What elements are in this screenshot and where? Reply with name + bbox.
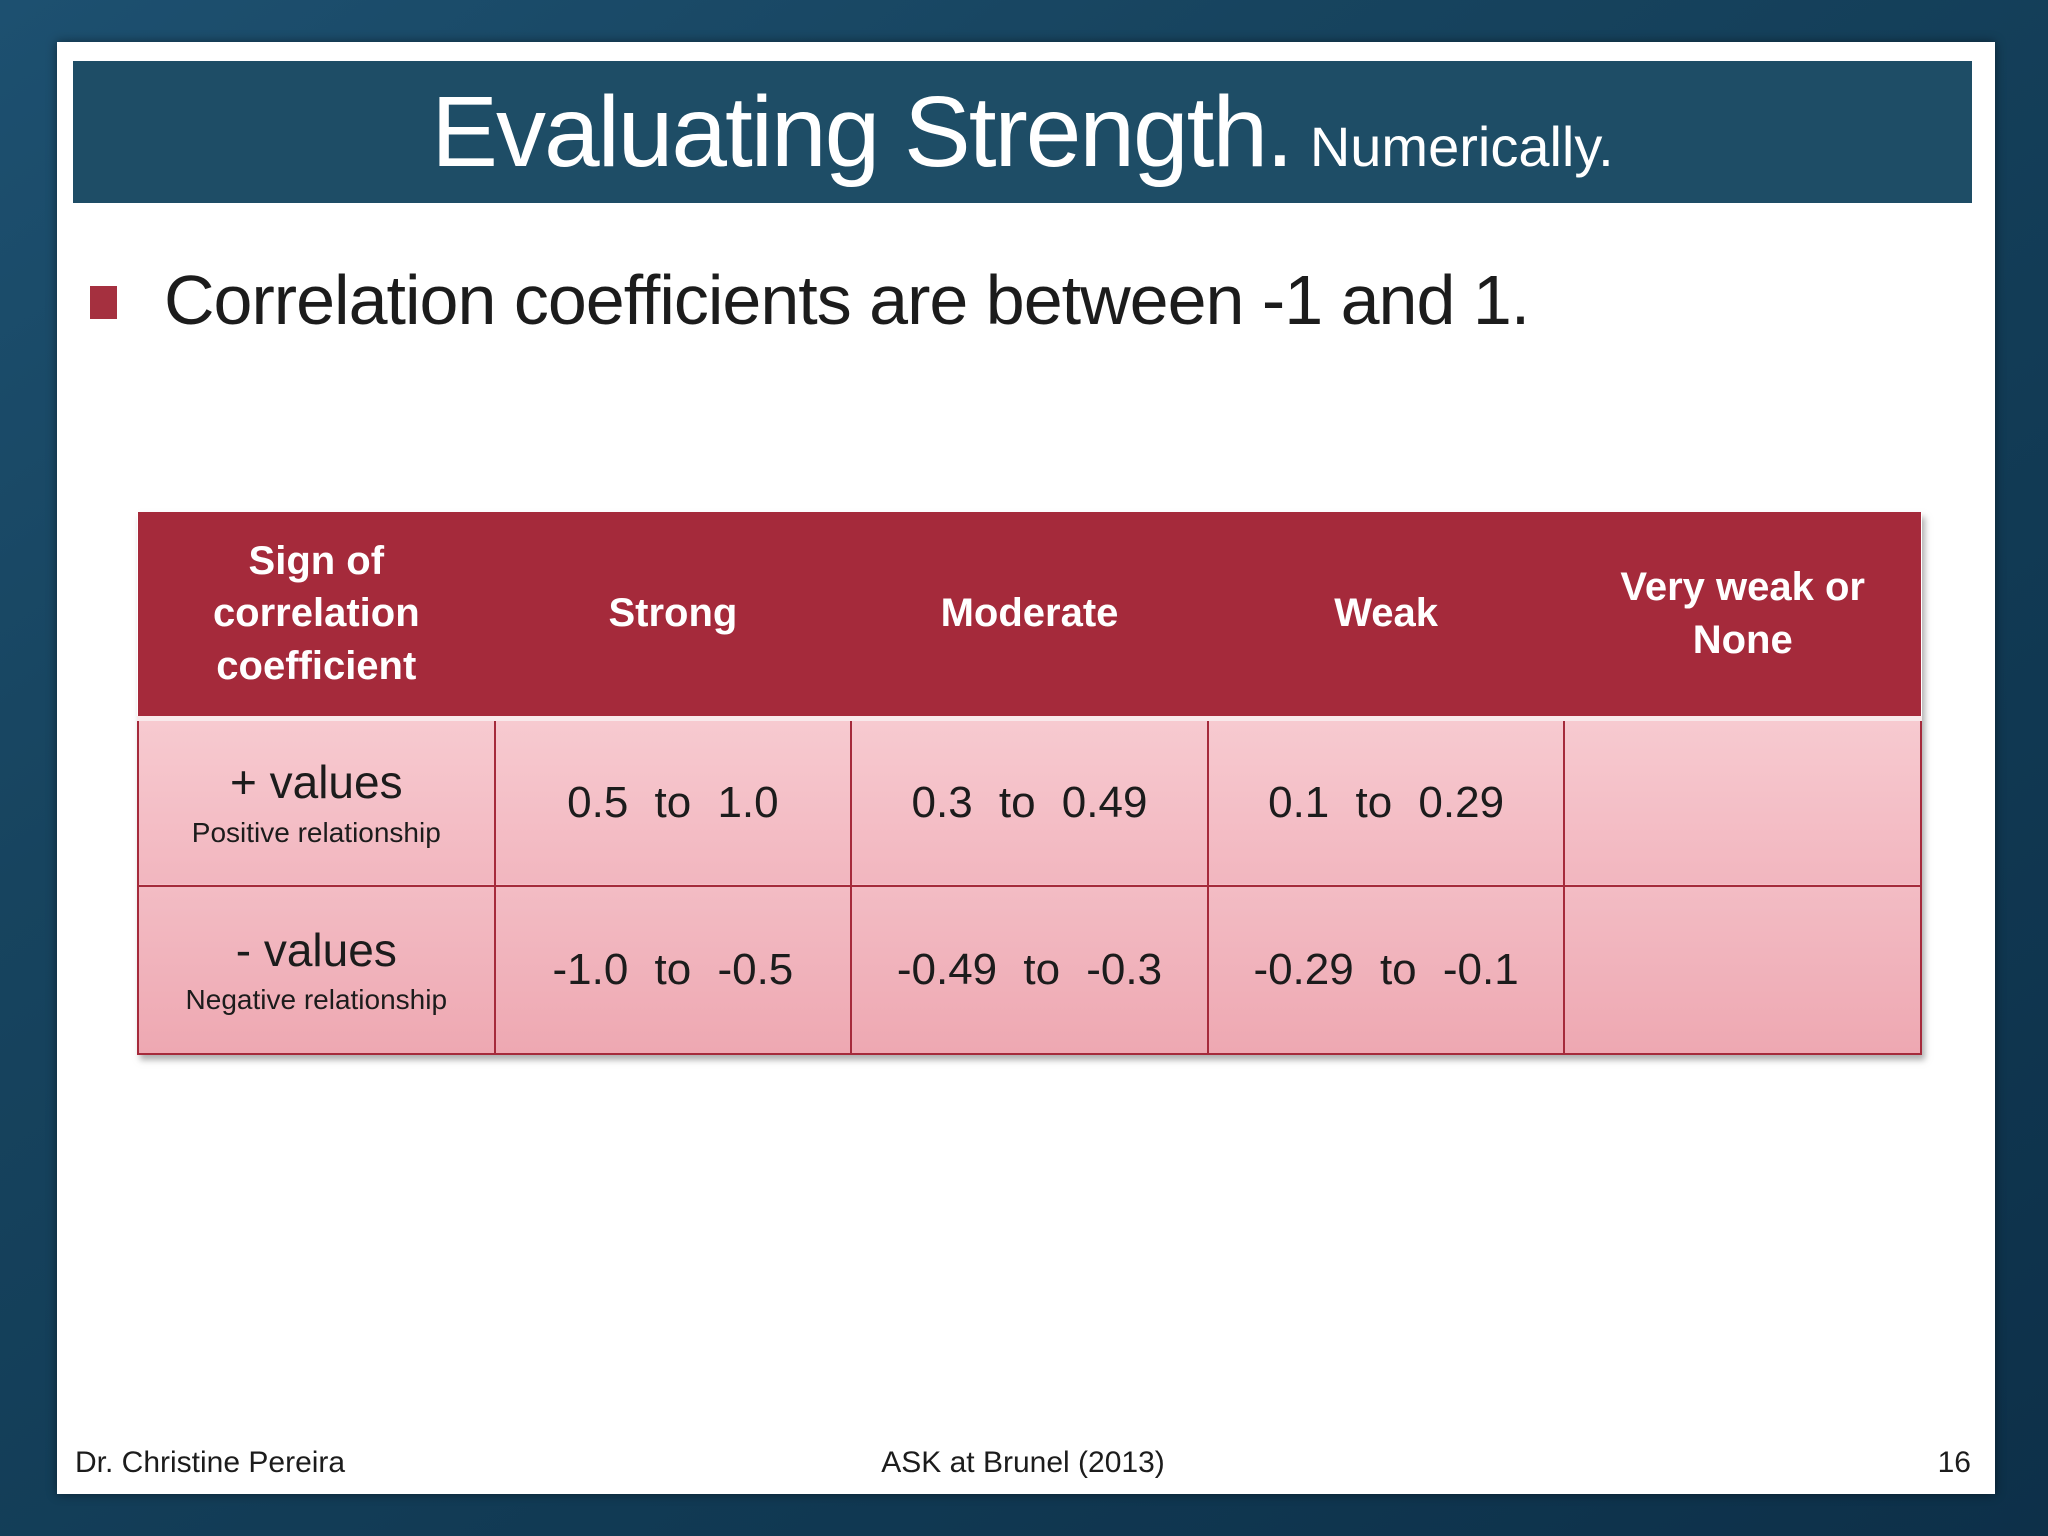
footer-author: Dr. Christine Pereira <box>75 1446 346 1479</box>
cell-positive-label: + values Positive relationship <box>137 717 496 887</box>
negative-strong-range: -1.0 to -0.5 <box>552 945 794 994</box>
header-sign-of-coefficient: Sign of correlation coefficient <box>138 512 495 721</box>
negative-relationship-label: Negative relationship <box>185 984 448 1016</box>
cell-positive-strong: 0.5 to 1.0 <box>493 717 853 887</box>
bullet-square-icon <box>90 286 117 319</box>
header-weak: Weak <box>1207 512 1565 721</box>
bullet-line: Correlation coefficients are between -1 … <box>90 242 1970 357</box>
cell-positive-very-weak <box>1563 717 1922 887</box>
cell-positive-weak: 0.1 to 0.29 <box>1206 717 1566 887</box>
cell-negative-label: - values Negative relationship <box>137 885 496 1055</box>
slide-footer: Dr. Christine Pereira ASK at Brunel (201… <box>75 1446 1971 1480</box>
negative-weak-range: -0.29 to -0.1 <box>1253 945 1519 994</box>
negative-moderate-range: -0.49 to -0.3 <box>896 945 1163 994</box>
bullet-text: Correlation coefficients are between -1 … <box>164 260 1530 339</box>
header-very-weak-or-none: Very weak or None <box>1564 512 1921 721</box>
header-strong: Strong <box>494 512 852 721</box>
slide-canvas: Evaluating Strength. Numerically. Correl… <box>57 42 1995 1494</box>
positive-moderate-range: 0.3 to 0.49 <box>911 777 1148 827</box>
slide-title: Evaluating Strength. <box>431 76 1294 188</box>
cell-negative-moderate: -0.49 to -0.3 <box>850 885 1209 1055</box>
table-row-negative: - values Negative relationship -1.0 to -… <box>137 885 1922 1055</box>
slide-subtitle: Numerically. <box>1309 115 1614 178</box>
positive-relationship-label: Positive relationship <box>191 817 441 849</box>
footer-source: ASK at Brunel (2013) <box>881 1446 1165 1479</box>
header-moderate: Moderate <box>851 512 1208 721</box>
correlation-strength-table: Sign of correlation coefficient Strong M… <box>137 512 1922 1055</box>
table-header-row: Sign of correlation coefficient Strong M… <box>138 512 1921 721</box>
cell-positive-moderate: 0.3 to 0.49 <box>850 717 1209 887</box>
cell-negative-weak: -0.29 to -0.1 <box>1206 885 1566 1055</box>
positive-strong-range: 0.5 to 1.0 <box>567 777 779 827</box>
positive-weak-range: 0.1 to 0.29 <box>1268 777 1505 827</box>
positive-values-label: + values <box>229 756 403 809</box>
cell-negative-very-weak <box>1563 885 1922 1055</box>
table-row-positive: + values Positive relationship 0.5 to 1.… <box>137 717 1922 887</box>
page-number: 16 <box>1937 1446 1971 1479</box>
negative-values-label: - values <box>235 923 397 976</box>
title-bar: Evaluating Strength. Numerically. <box>73 61 1972 203</box>
cell-negative-strong: -1.0 to -0.5 <box>493 885 853 1055</box>
